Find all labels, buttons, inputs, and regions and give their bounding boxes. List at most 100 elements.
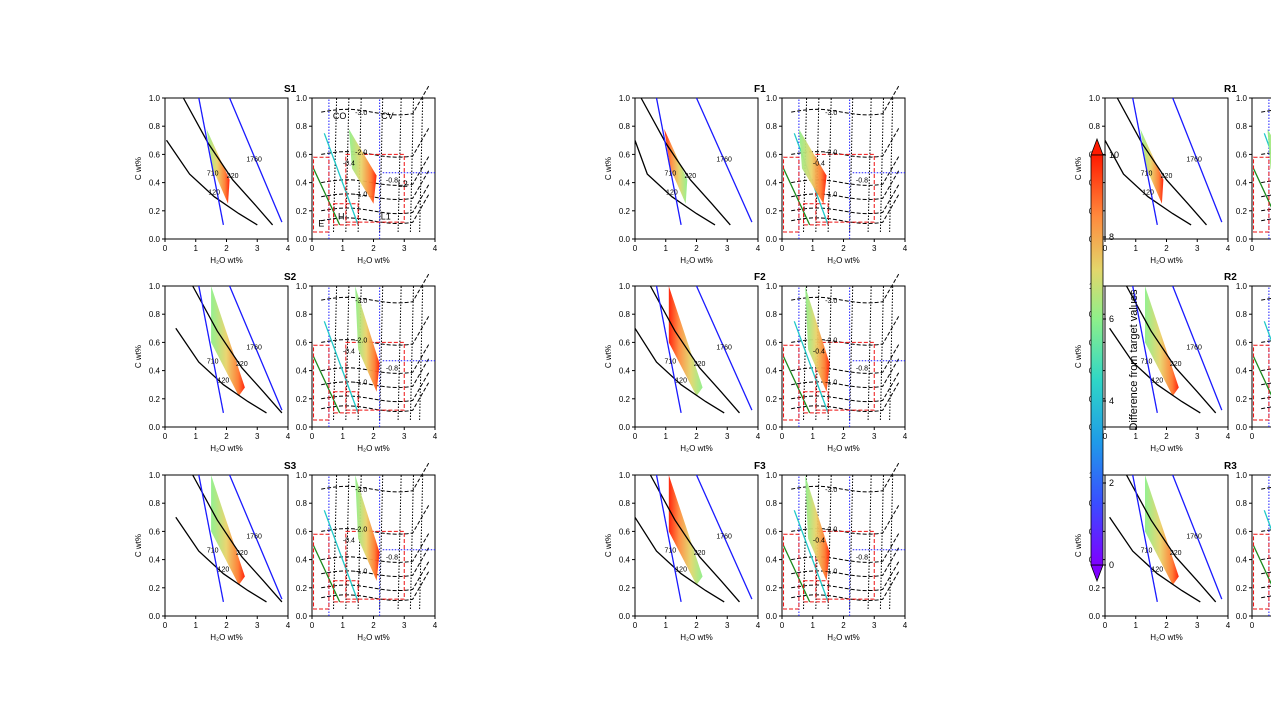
contour-label: -0.4 xyxy=(343,161,355,168)
y-tick-label: 0.0 xyxy=(766,612,778,621)
plot-frame xyxy=(1251,97,1271,240)
x-tick-label: 0 xyxy=(1250,244,1255,253)
x-tick-label: 2 xyxy=(694,621,699,630)
dotted-contour xyxy=(345,474,350,609)
y-tick-label: 0.6 xyxy=(1236,338,1248,347)
x-tick-label: 1 xyxy=(1134,244,1139,253)
dotted-contour xyxy=(397,285,402,420)
y-tick-label: 1.0 xyxy=(1236,471,1248,480)
dotted-contour xyxy=(827,97,832,232)
y-tick-label: 0.2 xyxy=(149,207,161,216)
region-box-e xyxy=(313,533,330,610)
y-tick-label: 0.4 xyxy=(1236,556,1248,565)
region-box-e xyxy=(783,533,800,610)
contour-line-1760 xyxy=(229,97,283,223)
contour-label: -1.0 xyxy=(355,380,367,387)
x-tick-label: 4 xyxy=(286,621,291,630)
colorbar-gradient xyxy=(1090,154,1104,566)
dashed-contour xyxy=(791,343,900,374)
misfit-region xyxy=(355,475,380,581)
contour-line-710 xyxy=(198,97,225,226)
dotted-contour xyxy=(419,97,424,232)
dotted-contour xyxy=(397,97,402,232)
dashed-contour xyxy=(321,85,430,116)
dotted-contour xyxy=(345,285,350,420)
contour-line-220 xyxy=(649,474,740,603)
region-box-h xyxy=(803,203,829,226)
contour-label: 220 xyxy=(694,361,706,368)
y-tick-label: 0.0 xyxy=(619,235,631,244)
plot-frame xyxy=(781,285,906,428)
y-tick-label: 1.0 xyxy=(766,94,778,103)
y-tick-label: 0.2 xyxy=(619,395,631,404)
x-tick-label: 3 xyxy=(1195,621,1200,630)
contour-label: -0.8 xyxy=(386,555,398,562)
contour-label: 1760 xyxy=(1186,344,1202,351)
x-tick-label: 4 xyxy=(903,244,908,253)
x-tick-label: 4 xyxy=(433,432,438,441)
cyan-line xyxy=(1263,321,1271,342)
contour-line-1760 xyxy=(695,97,753,223)
x-tick-label: 4 xyxy=(1226,244,1231,253)
dotted-contour xyxy=(397,474,402,609)
dotted-contour xyxy=(379,474,384,609)
contour-label: 1760 xyxy=(1186,156,1202,163)
y-tick-label: 0.8 xyxy=(619,122,631,131)
contour-label: 220 xyxy=(694,550,706,557)
y-tick-label: 0.2 xyxy=(296,207,308,216)
y-tick-label: 0.6 xyxy=(766,527,778,536)
x-tick-label: 0 xyxy=(310,621,315,630)
dashed-contour xyxy=(791,532,900,563)
contour-label: -2.0 xyxy=(825,526,837,533)
region-label-l1: L1 xyxy=(381,211,391,221)
contour-line-120 xyxy=(634,140,716,226)
contour-label: 1760 xyxy=(246,533,262,540)
dotted-contour xyxy=(889,97,894,232)
y-tick-label: 0.2 xyxy=(1089,584,1101,593)
y-tick-label: 0.2 xyxy=(619,207,631,216)
dashed-contour xyxy=(321,504,430,535)
y-tick-label: 0.8 xyxy=(619,310,631,319)
y-tick-label: 1.0 xyxy=(296,471,308,480)
x-axis-label: H₂O wt% xyxy=(680,633,712,642)
region-box-e xyxy=(313,156,330,233)
region-box-e xyxy=(1253,533,1270,610)
y-tick-label: 1.0 xyxy=(149,471,161,480)
y-tick-label: 0.4 xyxy=(766,556,778,565)
contour-label: -3.0 xyxy=(825,487,837,494)
contour-line-220 xyxy=(192,474,283,603)
y-tick-label: 0.4 xyxy=(619,556,631,565)
contour-line-120 xyxy=(175,516,267,603)
contour-label: 710 xyxy=(665,548,677,555)
region-box-l xyxy=(345,153,405,223)
contour-label: 220 xyxy=(236,361,248,368)
green-line xyxy=(1252,545,1271,585)
dashed-contour xyxy=(1261,406,1271,410)
contour-line-220 xyxy=(1116,97,1207,226)
dotted-contour xyxy=(879,97,884,232)
contour-label: 710 xyxy=(665,171,677,178)
x-tick-label: 0 xyxy=(633,432,638,441)
contour-line-220 xyxy=(649,285,740,414)
dotted-contour xyxy=(849,285,854,420)
contour-label: -2.0 xyxy=(355,149,367,156)
contour-label: 1760 xyxy=(246,156,262,163)
x-axis-label: H₂O wt% xyxy=(357,633,389,642)
contour-line-220 xyxy=(182,97,274,226)
contour-label: -0.8 xyxy=(386,178,398,185)
x-tick-label: 2 xyxy=(1164,432,1169,441)
dotted-contour xyxy=(827,285,832,420)
y-tick-label: 0.4 xyxy=(766,367,778,376)
contour-label: -1.0 xyxy=(825,192,837,199)
x-tick-label: 0 xyxy=(1250,621,1255,630)
colorbar-tick-label: 0 xyxy=(1109,560,1114,570)
x-tick-label: 4 xyxy=(433,621,438,630)
y-tick-label: 1.0 xyxy=(619,282,631,291)
y-tick-label: 0.0 xyxy=(149,612,161,621)
dashed-contour xyxy=(1261,180,1271,184)
x-tick-label: 4 xyxy=(903,621,908,630)
x-axis-label: H₂O wt% xyxy=(1150,444,1182,453)
dotted-contour xyxy=(409,285,414,420)
region-box-h xyxy=(333,203,359,226)
dashed-contour xyxy=(1261,218,1271,222)
